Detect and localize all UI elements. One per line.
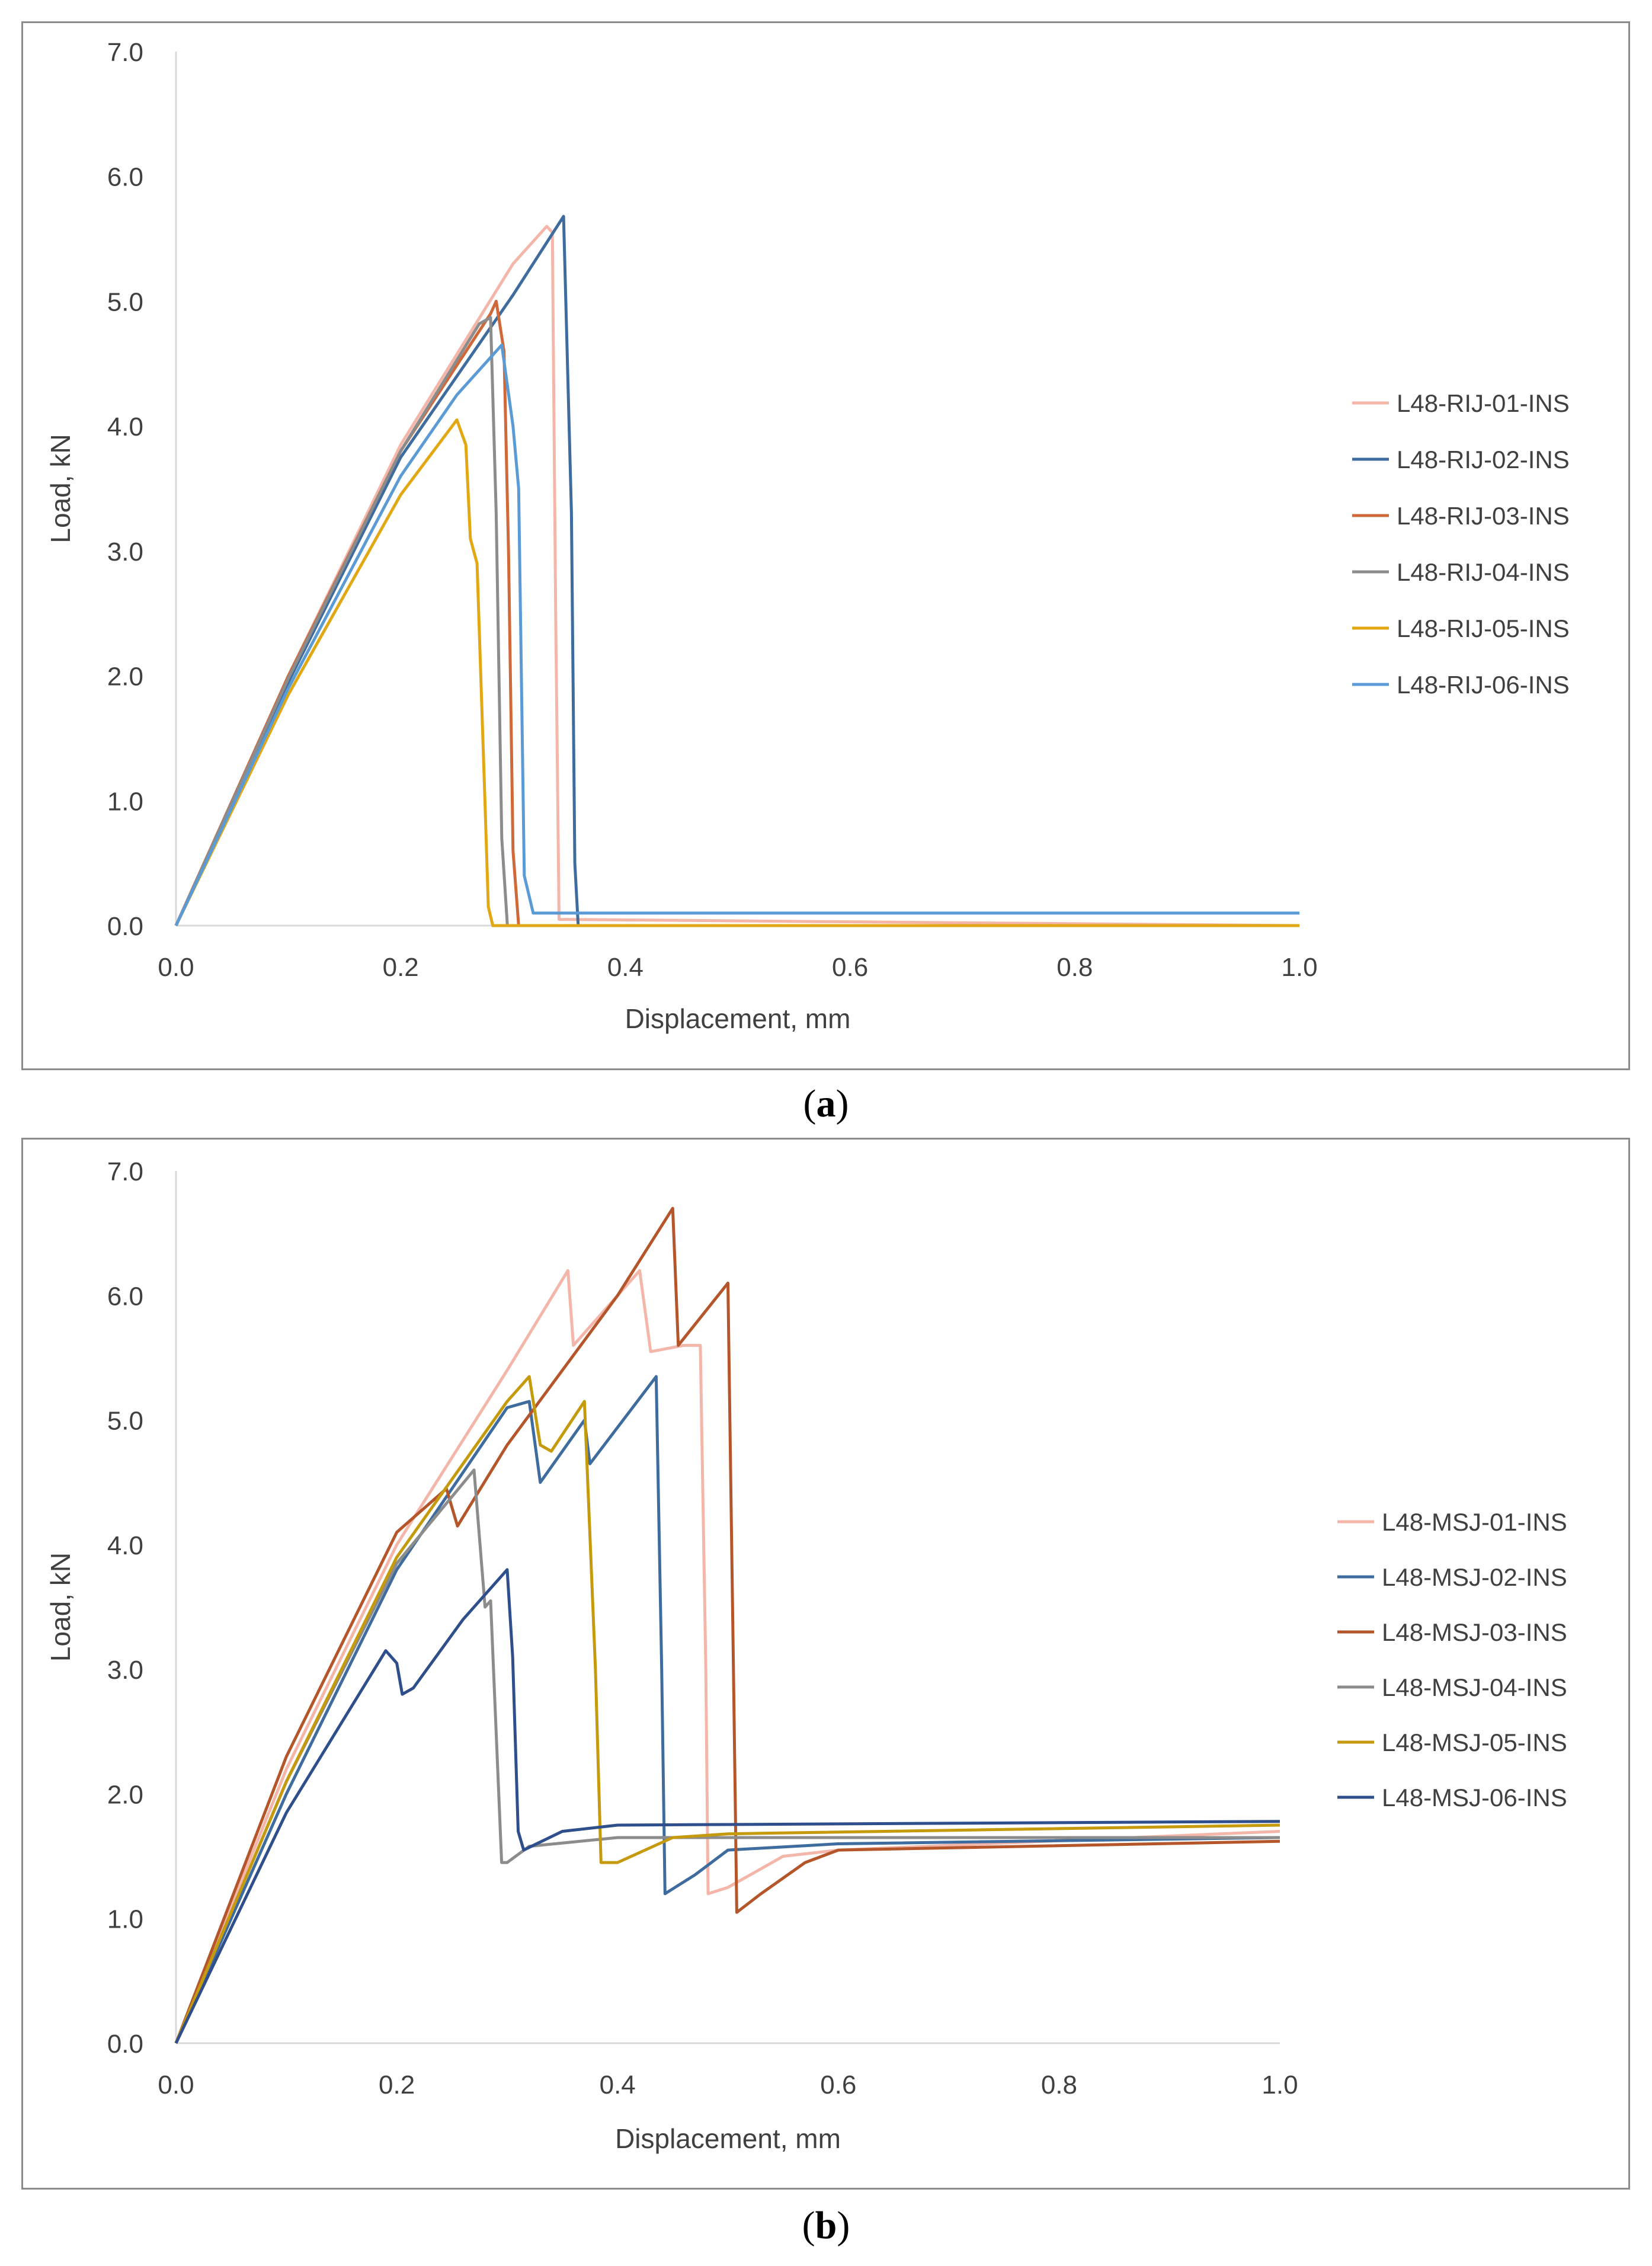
series-line-l48-rij-06-ins [174,343,1299,927]
y-axis-title: Load, kN [45,1553,76,1662]
legend-label: L48-RIJ-04-INS [1397,558,1570,586]
x-tick-label: 1.0 [1262,2070,1298,2099]
panel-caption-a: (a) [803,1082,849,1125]
chart-a: 0.0 1.0 2.0 3.0 4.0 5.0 6.0 7.0 0.0 0.2 0.4 0.6 0.8 1… [45,38,1570,1034]
y-tick-label: 1.0 [107,1905,143,1934]
x-axis-title: Displacement, mm [615,2123,841,2154]
legend-label: L48-RIJ-06-INS [1397,671,1570,699]
chart-b: 0.0 1.0 2.0 3.0 4.0 5.0 6.0 7.0 0.0 0.2 0.4 0.6 0.8 1… [45,1157,1567,2154]
x-tick-label: 0.4 [607,953,643,982]
series-line-l48-rij-02-ins [174,215,1299,927]
legend-label: L48-MSJ-01-INS [1382,1508,1567,1536]
legend-label: L48-MSJ-03-INS [1382,1618,1567,1646]
panel-label-a: a [816,1082,836,1125]
y-tick-label: 5.0 [107,287,143,316]
series-line-l48-msj-06-ins [174,1568,1280,2044]
legend-label: L48-MSJ-02-INS [1382,1563,1567,1591]
chart-panel-a [21,21,1630,1070]
series-line-l48-msj-05-ins [174,1375,1280,2044]
y-tick-label: 1.0 [107,787,143,816]
series-line-l48-msj-03-ins [174,1206,1280,2044]
y-tick-label: 0.0 [107,2030,143,2059]
legend-label: L48-MSJ-04-INS [1382,1673,1567,1701]
y-tick-label: 4.0 [107,412,143,441]
series-line-l48-msj-01-ins [174,1269,1280,2044]
y-tick-label: 2.0 [107,1780,143,1809]
legend-label: L48-MSJ-06-INS [1382,1784,1567,1811]
y-tick-label: 4.0 [107,1531,143,1560]
y-tick-label: 3.0 [107,1656,143,1685]
y-tick-label: 2.0 [107,662,143,692]
x-tick-label: 0.8 [1041,2070,1077,2099]
legend-label: L48-RIJ-05-INS [1397,614,1570,642]
y-tick-label: 3.0 [107,537,143,566]
x-tick-label: 0.0 [158,2070,194,2099]
x-tick-label: 0.4 [600,2070,636,2099]
series-line-l48-msj-04-ins [174,1468,1280,2044]
series-line-l48-rij-03-ins [174,299,1299,927]
x-tick-label: 0.2 [383,953,419,982]
y-tick-label: 5.0 [107,1407,143,1436]
legend-label: L48-RIJ-03-INS [1397,502,1570,530]
legend-label: L48-RIJ-01-INS [1397,389,1570,417]
y-tick-label: 0.0 [107,912,143,941]
legend-label: L48-MSJ-05-INS [1382,1729,1567,1756]
y-tick-label: 7.0 [107,38,143,67]
y-tick-label: 6.0 [107,163,143,192]
series-line-l48-rij-04-ins [174,316,1299,927]
series-line-l48-rij-05-ins [174,418,1299,927]
y-tick-label: 7.0 [107,1157,143,1186]
x-tick-label: 0.6 [820,2070,856,2099]
x-tick-label: 0.8 [1056,953,1093,982]
chart-panel-b [21,1138,1630,2190]
series-line-l48-rij-01-ins [174,225,1300,927]
legend-label: L48-RIJ-02-INS [1397,446,1570,473]
series-line-l48-msj-02-ins [174,1375,1280,2044]
x-tick-label: 0.6 [832,953,868,982]
x-tick-label: 1.0 [1281,953,1317,982]
panel-caption-b: (b) [802,2204,850,2247]
x-axis-title: Displacement, mm [625,1003,851,1034]
x-tick-label: 0.0 [158,953,194,982]
panel-label-b: b [815,2204,837,2247]
y-tick-label: 6.0 [107,1282,143,1311]
y-axis-title: Load, kN [45,434,76,543]
x-tick-label: 0.2 [379,2070,415,2099]
